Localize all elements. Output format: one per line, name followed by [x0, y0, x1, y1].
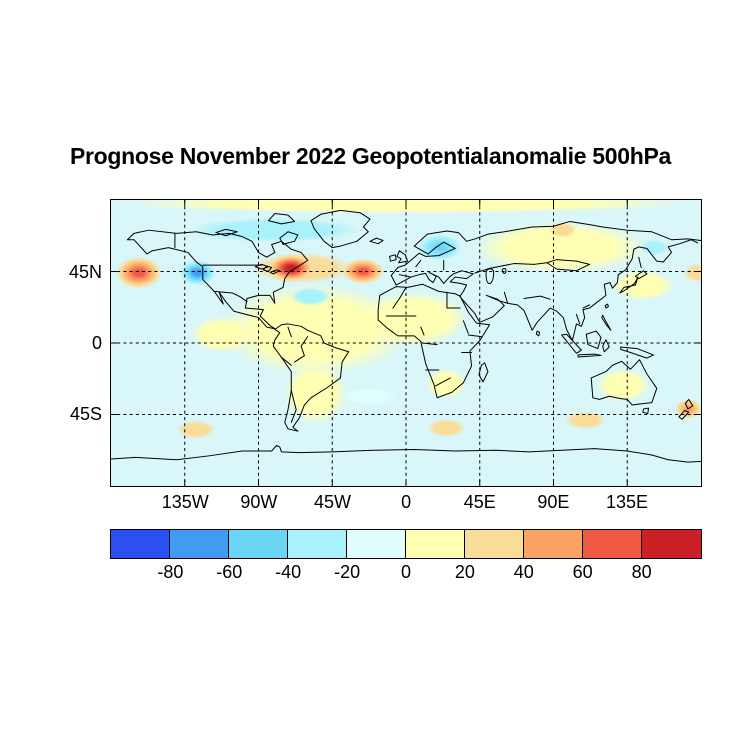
colorbar-segment [110, 529, 171, 559]
x-tick-label: 0 [401, 492, 412, 512]
colorbar-segment [582, 529, 644, 559]
y-tick-label: 45N [68, 261, 102, 282]
colorbar-tick-label: 60 [572, 562, 593, 582]
map-plot [110, 199, 702, 487]
x-tick-label: 45E [463, 492, 496, 512]
colorbar [110, 529, 703, 559]
x-tick-label: 90E [537, 492, 570, 512]
x-tick-label: 90W [240, 492, 278, 512]
colorbar-segment [464, 529, 525, 559]
colorbar-tick-label: -40 [275, 562, 302, 582]
colorbar-segment [169, 529, 230, 559]
colorbar-segment [346, 529, 407, 559]
colorbar-tick-label: 20 [454, 562, 475, 582]
colorbar-tick-label: 0 [400, 562, 411, 582]
colorbar-segment [405, 529, 466, 559]
y-tick-label: 45S [69, 404, 102, 425]
x-tick-label: 45W [313, 492, 351, 512]
colorbar-segment [641, 529, 703, 559]
chart-title: Prognose November 2022 Geopotentialanoma… [69, 143, 672, 169]
colorbar-tick-label: -20 [334, 562, 361, 582]
colorbar-tick-label: -60 [216, 562, 243, 582]
colorbar-tick-label: -80 [157, 562, 184, 582]
colorbar-tick-label: 40 [513, 562, 534, 582]
x-tick-label: 135W [161, 492, 209, 512]
colorbar-segment [228, 529, 289, 559]
colorbar-segment [523, 529, 584, 559]
colorbar-tick-label: 80 [631, 562, 652, 582]
y-tick-label: 0 [91, 333, 102, 354]
colorbar-segment [287, 529, 348, 559]
x-tick-label: 135E [605, 492, 648, 512]
graticule-grid [111, 200, 701, 486]
